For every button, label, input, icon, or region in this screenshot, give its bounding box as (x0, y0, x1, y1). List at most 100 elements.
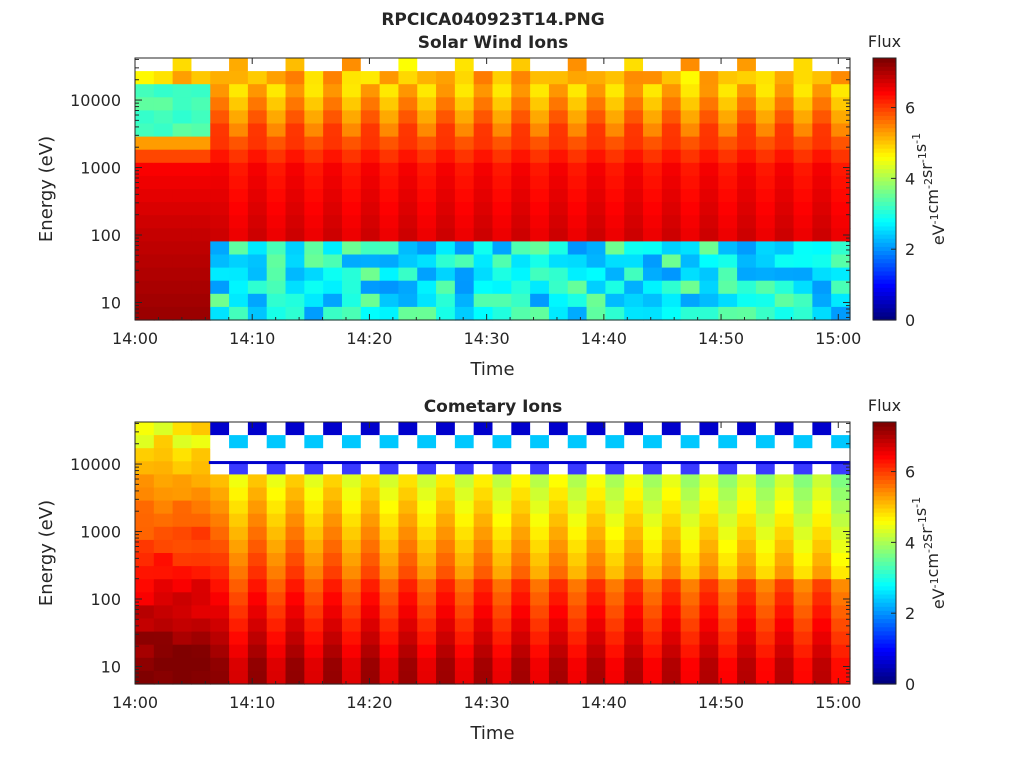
heatmap-cell (285, 461, 305, 475)
heatmap-cell (417, 136, 437, 151)
heatmap-cell (172, 461, 193, 475)
heatmap-cell (699, 228, 719, 242)
heatmap-cell (624, 539, 644, 554)
plot-frame (134, 57, 851, 321)
heatmap-cell (379, 513, 400, 528)
heatmap-cell (831, 474, 851, 489)
heatmap-cell (285, 71, 305, 85)
heatmap-cell (511, 487, 531, 502)
y-tick-label: 1000 (80, 523, 121, 542)
heatmap-cell (737, 84, 757, 98)
heatmap-cell (699, 306, 719, 321)
heatmap-cell (605, 162, 625, 177)
heatmap-cell (586, 228, 606, 242)
heatmap-cell (135, 110, 155, 125)
heatmap-cell (153, 631, 174, 646)
heatmap-cell (341, 461, 362, 475)
heatmap-cell (530, 553, 550, 567)
heatmap-cell (341, 422, 362, 436)
heatmap-cell (473, 136, 494, 151)
heatmap-cell (605, 136, 625, 151)
heatmap-cell (661, 644, 682, 659)
heatmap-cell (191, 215, 211, 229)
heatmap-cell (323, 84, 343, 98)
heatmap-cell (172, 566, 193, 580)
colorbar-swatch (873, 143, 896, 149)
heatmap-cell (643, 461, 663, 475)
heatmap-cell (153, 539, 174, 554)
heatmap-cell (624, 566, 644, 580)
heatmap-cell (285, 422, 305, 436)
heatmap-cell (417, 189, 437, 203)
heatmap-cell (680, 539, 701, 554)
heatmap-cell (210, 97, 230, 111)
heatmap-cell (567, 228, 588, 242)
heatmap-cell (229, 631, 249, 646)
colorbar-swatch (873, 491, 896, 497)
heatmap-cell (247, 241, 268, 256)
heatmap-cell (229, 149, 249, 164)
heatmap-cell (492, 670, 512, 685)
heatmap-cell (191, 84, 211, 98)
heatmap-cell (737, 228, 757, 242)
heatmap-cell (473, 228, 494, 242)
heatmap-cell (605, 644, 625, 659)
heatmap-cell (210, 58, 230, 72)
colorbar-tick-label: 2 (905, 604, 915, 623)
heatmap-cell (737, 267, 757, 282)
heatmap-cell (323, 267, 343, 282)
heatmap-cell (548, 215, 569, 229)
heatmap-cell (831, 657, 851, 672)
heatmap-cell (172, 71, 193, 85)
heatmap-cell (153, 513, 174, 528)
heatmap-cell (774, 631, 795, 646)
heatmap-cell (511, 149, 531, 164)
heatmap-cell (398, 487, 418, 502)
heatmap-cell (624, 97, 644, 111)
heatmap-cell (247, 448, 268, 462)
x-axis-label: Time (469, 359, 514, 380)
heatmap-cell (210, 657, 230, 672)
colorbar-swatch (873, 655, 896, 661)
heatmap-cell (643, 487, 663, 502)
heatmap-cell (247, 526, 268, 541)
heatmap-cell (473, 84, 494, 98)
heatmap-cell (718, 461, 738, 475)
heatmap-cell (530, 97, 550, 111)
heatmap-cell (567, 306, 588, 321)
heatmap-cell (135, 631, 155, 646)
y-tick-label: 10000 (70, 91, 121, 110)
heatmap-cell (191, 110, 211, 125)
heatmap-cell (586, 566, 606, 580)
heatmap-cell (605, 110, 625, 125)
colorbar-swatch (873, 201, 896, 206)
heatmap-cell (210, 84, 230, 98)
heatmap-cell (379, 228, 400, 242)
heatmap-cell (398, 241, 418, 256)
heatmap-cell (774, 422, 795, 436)
heatmap-cell (680, 526, 701, 541)
heatmap-cell (473, 487, 494, 502)
heatmap-cell (304, 97, 324, 111)
heatmap-cell (323, 461, 343, 475)
heatmap-cell (417, 657, 437, 672)
heatmap-cell (247, 110, 268, 125)
heatmap-cell (398, 579, 418, 593)
heatmap-cell (436, 293, 456, 308)
heatmap-cell (210, 631, 230, 646)
heatmap-cell (793, 461, 813, 475)
heatmap-cell (191, 461, 211, 475)
heatmap-cell (360, 448, 381, 462)
heatmap-cell (548, 228, 569, 242)
heatmap-cell (586, 448, 606, 462)
heatmap-cell (793, 526, 813, 541)
heatmap-cell (341, 175, 362, 190)
heatmap-cell (699, 241, 719, 256)
heatmap-cell (473, 162, 494, 177)
heatmap-cell (360, 422, 381, 436)
heatmap-cell (285, 215, 305, 229)
heatmap-cell (323, 605, 343, 620)
heatmap-cell (699, 539, 719, 554)
heatmap-cell (153, 448, 174, 462)
heatmap-cell (473, 657, 494, 672)
